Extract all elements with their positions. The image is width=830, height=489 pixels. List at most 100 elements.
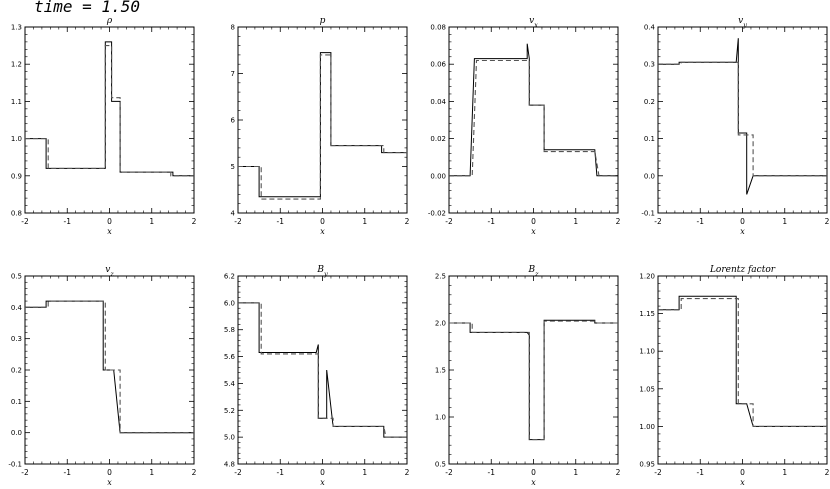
x-tick-label: -2 [445,217,453,226]
y-tick-label: 5 [231,163,235,171]
y-tick-label: 0.5 [435,461,446,469]
panel-title: Bz [527,265,539,278]
series-line-dashed [238,54,407,200]
x-tick-label: 2 [192,217,197,226]
panel-title: vz [105,265,114,278]
y-tick-label: 0.5 [11,273,22,281]
x-tick-label: 1 [362,468,367,477]
x-tick-label: -2 [654,217,662,226]
x-axis-label: x [531,478,536,487]
x-tick-label: -1 [488,217,496,226]
chart-panel-3: -2 -1 0 1 2 x -0.02 0.00 0.02 0.04 0.06 0.08 vx [428,16,621,236]
chart-panel-7: -2 -1 0 1 2 x 0.5 1.0 1.5 2.0 2.5 Bz [435,265,621,487]
y-tick-label: 0.08 [430,24,446,32]
x-tick-label: 2 [825,468,830,477]
y-tick-label: 1.05 [639,385,655,393]
y-tick-label: 5.6 [224,353,236,361]
x-tick-label: -2 [445,468,453,477]
y-tick-label: 0.4 [644,24,656,32]
x-tick-label: 1 [782,468,787,477]
x-tick-label: 1 [782,217,787,226]
x-tick-label: 1 [362,217,367,226]
x-tick-label: 2 [192,468,197,477]
plot-frame [237,26,408,214]
x-tick-label: 0 [740,468,745,477]
x-axis-label: x [320,478,325,487]
x-tick-label: -1 [64,468,72,477]
y-tick-label: 0.06 [430,61,446,69]
y-tick-label: 0.3 [644,61,655,69]
x-tick-label: 2 [405,468,410,477]
x-axis-label: x [107,478,112,487]
plot-frame [657,275,828,465]
figure-title: time = 1.50 [34,0,140,16]
x-tick-label: -1 [277,217,285,226]
chart-panel-6: -2 -1 0 1 2 x 4.8 5.0 5.2 5.4 5.6 5.8 6.0 6.2 By [224,265,410,487]
series-line-dashed [658,61,827,177]
y-tick-label: 1.0 [435,414,446,422]
y-tick-label: 0.9 [11,172,22,180]
y-tick-label: 2.0 [435,320,446,328]
y-tick-label: 0.04 [430,98,446,106]
x-tick-label: 1 [149,468,154,477]
y-tick-label: 0.3 [11,335,22,343]
y-tick-label: 5.8 [224,326,235,334]
series-line-dashed [658,298,827,427]
y-tick-label: 2.5 [435,273,446,281]
y-tick-label: 0.02 [430,135,446,143]
y-tick-label: -0.1 [641,210,655,218]
x-tick-label: 0 [107,468,112,477]
y-tick-label: -0.1 [8,461,22,469]
x-tick-label: 0 [531,468,536,477]
series-line-dashed [25,300,194,434]
series-line-solid [658,38,827,195]
y-tick-label: 0.4 [11,304,23,312]
x-tick-label: -1 [64,217,72,226]
x-tick-label: -2 [234,217,242,226]
panel-title: By [316,265,328,278]
y-tick-label: 0.8 [11,210,22,218]
x-tick-label: 1 [573,217,578,226]
series-line-solid [238,302,407,438]
chart-panel-8: -2 -1 0 1 2 x 0.95 1.00 1.05 1.10 1.15 1.20 Lorentz … [639,265,829,487]
series-line-solid [25,300,194,434]
x-axis-label: x [531,227,536,236]
y-tick-label: 0.1 [11,398,22,406]
x-tick-label: 0 [107,217,112,226]
panel-title: vy [738,16,747,29]
panel-title: p [320,16,326,26]
y-tick-label: 0.2 [11,367,22,375]
y-tick-label: 1.10 [639,348,655,356]
y-tick-label: 5.2 [224,407,235,415]
series-line-solid [658,295,827,427]
y-tick-label: 4.8 [224,461,235,469]
y-tick-label: 6 [231,117,236,125]
y-tick-label: 5.0 [224,434,235,442]
x-tick-label: 2 [616,468,621,477]
x-tick-label: 0 [320,217,325,226]
plot-frame [657,26,828,214]
y-tick-label: 0.00 [430,172,446,180]
y-tick-label: 5.4 [224,380,236,388]
series-line-solid [25,41,194,177]
x-tick-label: 0 [740,217,745,226]
x-tick-label: -1 [488,468,496,477]
y-tick-label: 0.1 [644,135,655,143]
x-tick-label: 0 [531,217,536,226]
y-tick-label: 1.15 [639,310,655,318]
x-tick-label: -1 [277,468,285,477]
x-tick-label: -2 [21,468,29,477]
x-tick-label: 1 [149,217,154,226]
y-tick-label: 0.0 [644,172,655,180]
x-tick-label: -2 [654,468,662,477]
y-tick-label: 1.2 [11,61,22,69]
y-tick-label: 1.5 [435,367,446,375]
y-tick-label: -0.02 [428,210,446,218]
x-axis-label: x [320,227,325,236]
y-tick-label: 1.1 [11,98,22,106]
y-tick-label: 6.2 [224,273,235,281]
chart-panel-4: -2 -1 0 1 2 x -0.1 0.0 0.1 0.2 0.3 0.4 vy [641,16,829,236]
x-axis-label: x [107,227,112,236]
x-tick-label: 2 [616,217,621,226]
